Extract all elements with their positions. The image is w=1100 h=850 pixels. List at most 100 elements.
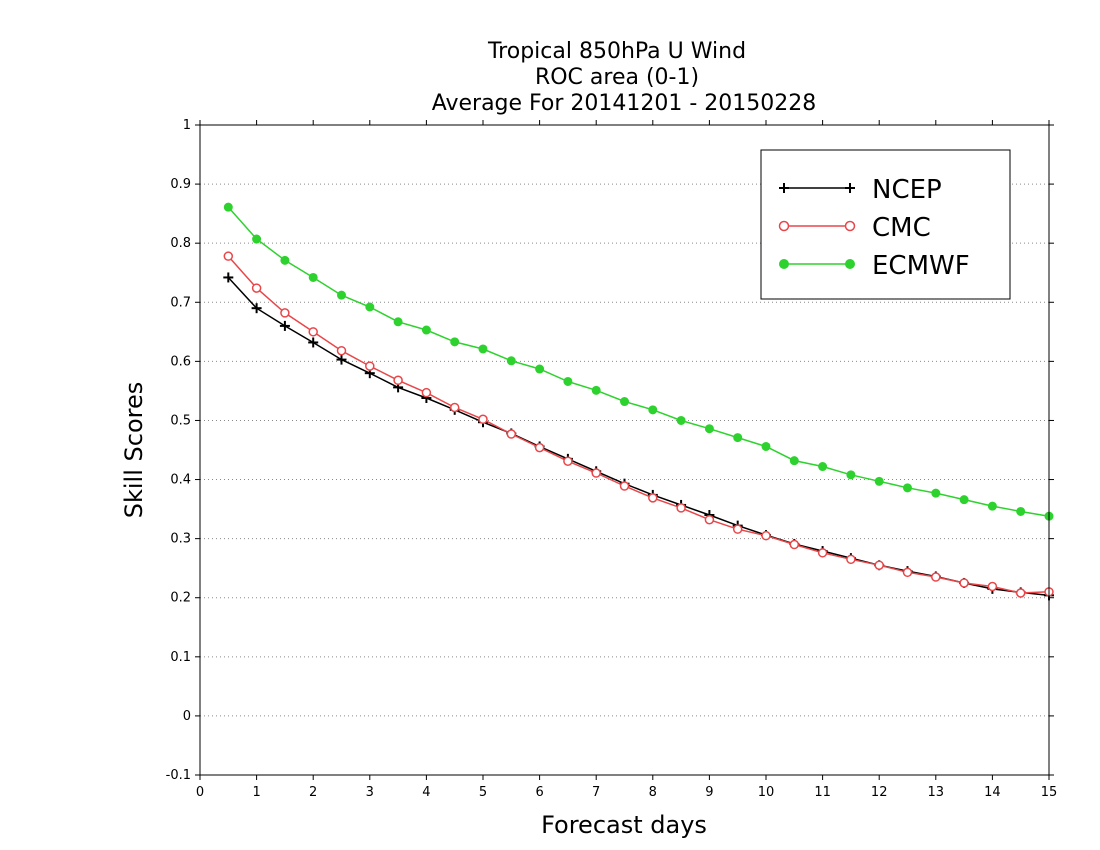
y-tick-label: 0.5 [170, 413, 191, 428]
series-ecmwf [223, 202, 1054, 521]
axis-ticks: -0.100.10.20.30.40.50.60.70.80.910 1 2 3 4 5 6… [166, 118, 1058, 800]
legend-label: ECMWF [872, 251, 970, 281]
data-point [421, 325, 431, 335]
chart-title: Tropical 850hPa U Wind ROC area (0-1) Av… [432, 39, 817, 116]
y-tick-label: 0.4 [170, 473, 191, 488]
data-point [1015, 588, 1026, 598]
data-point [478, 414, 488, 425]
data-point [506, 429, 517, 439]
data-point [761, 441, 771, 451]
data-point [902, 567, 913, 578]
x-tick-label: 4 [422, 785, 430, 800]
data-point [308, 337, 319, 348]
data-point [818, 462, 828, 472]
data-point [648, 493, 658, 503]
data-point [874, 560, 884, 570]
data-point [280, 308, 290, 318]
data-point [959, 578, 969, 588]
x-tick-label: 15 [1041, 785, 1058, 800]
title-line-2: ROC area (0-1) [535, 65, 699, 90]
data-point [337, 290, 346, 300]
legend-item-ecmwf: ECMWF [779, 251, 970, 281]
legend-item-cmc: CMC [778, 213, 931, 243]
x-tick-label: 3 [366, 785, 374, 800]
title-line-1: Tropical 850hPa U Wind [487, 39, 746, 64]
x-tick-label: 12 [871, 785, 888, 800]
data-point [336, 345, 347, 356]
data-point [251, 303, 262, 314]
data-point [676, 415, 686, 425]
title-line-3: Average For 20141201 - 20150228 [432, 91, 817, 116]
data-point [931, 488, 941, 498]
legend: NCEP CMC ECMWF [760, 149, 1011, 300]
data-point [506, 356, 516, 366]
data-point [844, 220, 856, 232]
data-point [846, 554, 856, 565]
data-point [251, 283, 262, 293]
x-tick-label: 6 [535, 785, 543, 800]
y-tick-label: 0.8 [170, 236, 191, 251]
legend-label: CMC [872, 213, 931, 243]
data-point [252, 234, 262, 244]
series-line [227, 206, 1050, 517]
data-point [779, 259, 789, 269]
series-ncep [223, 272, 1054, 601]
y-tick-label: 0.6 [170, 354, 191, 369]
x-tick-label: 1 [252, 785, 260, 800]
data-point [591, 468, 601, 478]
y-tick-label: 0.9 [170, 177, 191, 192]
x-tick-label: 14 [984, 785, 1001, 800]
data-point [779, 183, 789, 193]
data-point [365, 302, 375, 312]
series-line [227, 255, 1050, 594]
legend-item-ncep: NCEP [779, 175, 942, 205]
data-point [789, 456, 799, 466]
x-tick-label: 0 [196, 785, 204, 800]
data-point [478, 344, 488, 354]
data-point [449, 402, 460, 413]
legend-box [760, 149, 1011, 300]
data-point [393, 375, 403, 386]
data-point [959, 495, 969, 505]
data-point [563, 456, 573, 466]
x-axis-label: Forecast days [541, 811, 707, 839]
data-point [591, 385, 601, 395]
data-point [648, 405, 658, 415]
y-tick-label: 1 [183, 118, 191, 133]
data-point [534, 442, 545, 453]
data-point [987, 501, 997, 511]
data-point [620, 397, 629, 407]
data-point [845, 183, 855, 193]
data-point [535, 364, 545, 374]
y-axis-label: Skill Scores [120, 382, 148, 519]
data-point [336, 354, 347, 365]
y-tick-label: 0 [183, 709, 191, 724]
data-point [903, 483, 912, 493]
x-tick-label: 5 [479, 785, 487, 800]
data-point [223, 202, 233, 212]
data-point [761, 530, 771, 541]
y-tick-label: -0.1 [166, 768, 191, 783]
legend-label: NCEP [872, 175, 942, 205]
data-point [308, 327, 318, 337]
data-point [789, 539, 800, 550]
series-line [227, 276, 1050, 597]
data-point [563, 376, 573, 386]
x-tick-label: 7 [592, 785, 600, 800]
data-point [676, 503, 686, 513]
data-point [874, 476, 884, 486]
data-point [223, 251, 234, 261]
plot-frame [199, 124, 1050, 776]
x-tick-label: 11 [814, 785, 831, 800]
data-point [732, 524, 743, 534]
data-point [704, 514, 715, 525]
data-point [619, 481, 630, 491]
data-point [450, 337, 460, 347]
data-point [704, 424, 714, 434]
data-point [223, 272, 234, 283]
series-cmc [223, 251, 1054, 598]
x-tick-label: 8 [649, 785, 657, 800]
data-point [778, 220, 790, 232]
y-tick-label: 0.2 [170, 591, 191, 606]
